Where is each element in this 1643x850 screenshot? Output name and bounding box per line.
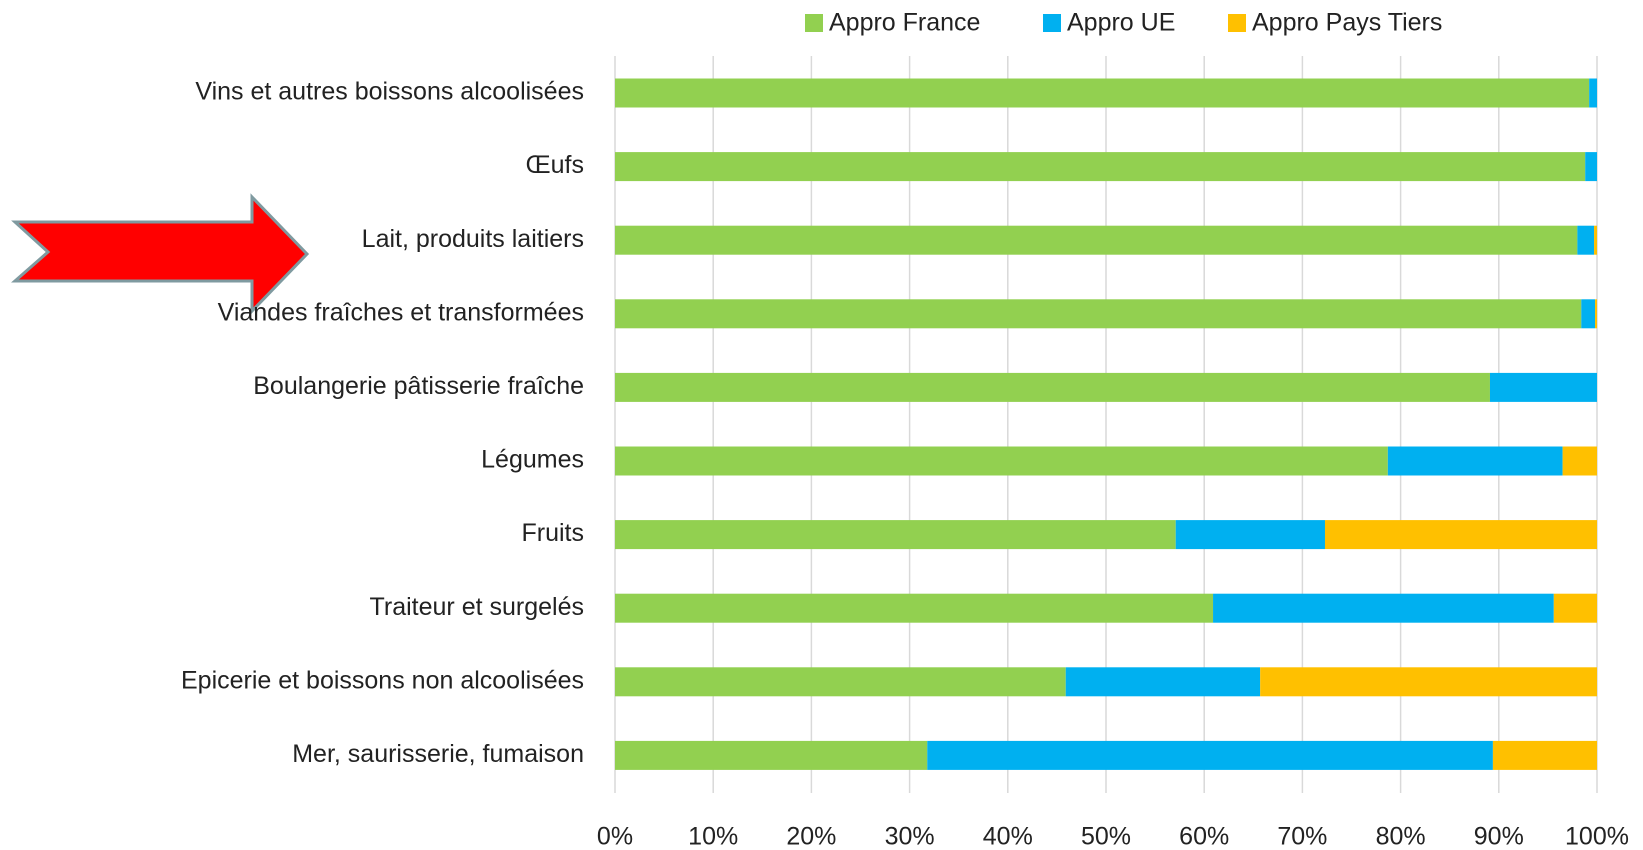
category-label: Boulangerie pâtisserie fraîche (253, 372, 584, 400)
bars (615, 78, 1597, 770)
category-label: Légumes (481, 446, 584, 474)
bar-segment (615, 667, 1066, 697)
bar-segment (1595, 299, 1597, 329)
x-tick-label: 50% (1081, 823, 1131, 850)
legend-label: Appro Pays Tiers (1252, 9, 1442, 37)
category-label: Viandes fraîches et transformées (218, 298, 584, 326)
bar-segment (615, 446, 1388, 476)
category-label: Œufs (526, 151, 584, 179)
bar-segment (1175, 520, 1325, 550)
legend-label: Appro UE (1067, 9, 1175, 37)
x-tick-label: 20% (786, 823, 836, 850)
category-label: Epicerie et boissons non alcoolisées (181, 666, 584, 694)
bar-segment (1324, 520, 1597, 550)
bar-segment (1562, 446, 1597, 476)
bar-segment (615, 520, 1176, 550)
bar-segment (1594, 225, 1597, 255)
red-arrow (11, 193, 310, 315)
x-tick-label: 30% (885, 823, 935, 850)
category-label: Mer, saurisserie, fumaison (292, 740, 584, 768)
category-label: Lait, produits laitiers (362, 225, 584, 253)
bar-segment (1553, 593, 1597, 623)
x-tick-label: 10% (688, 823, 738, 850)
bar-segment (1492, 740, 1597, 770)
bar-segment (615, 372, 1490, 402)
bar-segment (927, 740, 1493, 770)
bar-segment (1581, 299, 1596, 329)
bar-segment (615, 225, 1578, 255)
x-tick-label: 0% (597, 823, 633, 850)
bar-segment (615, 152, 1586, 182)
category-label: Vins et autres boissons alcoolisées (195, 78, 584, 106)
legend-label: Appro France (829, 9, 980, 37)
bar-segment (1387, 446, 1563, 476)
bar-segment (1065, 667, 1261, 697)
bar-segment (615, 593, 1214, 623)
x-tick-label: 40% (983, 823, 1033, 850)
bar-segment (1260, 667, 1597, 697)
x-tick-label: 60% (1179, 823, 1229, 850)
bar-segment (1577, 225, 1595, 255)
legend-swatch (1228, 14, 1246, 32)
category-label: Traiteur et surgelés (370, 593, 584, 621)
bar-segment (1213, 593, 1554, 623)
bar-segment (1585, 152, 1597, 182)
category-label: Fruits (522, 519, 585, 547)
legend-swatch (805, 14, 823, 32)
bar-segment (615, 740, 928, 770)
legend-swatch (1043, 14, 1061, 32)
x-tick-label: 90% (1474, 823, 1524, 850)
x-tick-label: 100% (1565, 823, 1629, 850)
x-tick-label: 80% (1376, 823, 1426, 850)
bar-segment (615, 299, 1582, 329)
bar-segment (1589, 78, 1597, 108)
x-tick-label: 70% (1277, 823, 1327, 850)
bar-segment (1489, 372, 1597, 402)
bar-segment (615, 78, 1590, 108)
